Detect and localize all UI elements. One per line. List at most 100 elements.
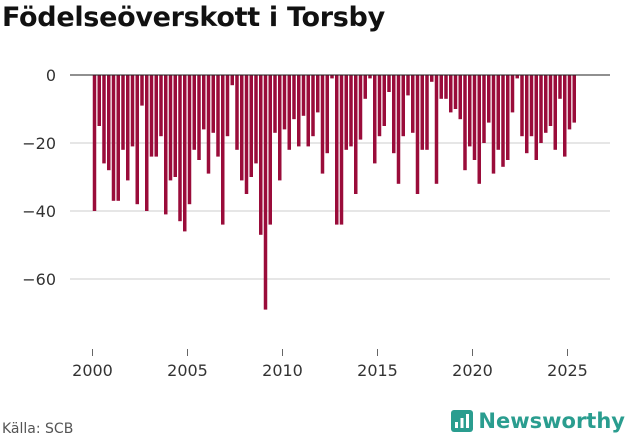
bar bbox=[297, 75, 301, 147]
bar bbox=[344, 75, 348, 150]
bar bbox=[567, 75, 572, 130]
bar bbox=[434, 75, 439, 184]
bar bbox=[558, 75, 562, 99]
bar bbox=[515, 75, 519, 79]
bar bbox=[458, 75, 462, 120]
bar bbox=[396, 75, 401, 184]
bar bbox=[339, 75, 344, 225]
bar bbox=[306, 75, 310, 147]
bar bbox=[221, 75, 225, 225]
bar bbox=[354, 75, 358, 194]
bar bbox=[325, 75, 329, 154]
y-tick-label: −40 bbox=[22, 202, 56, 221]
bar bbox=[159, 75, 163, 137]
bar bbox=[491, 75, 496, 174]
bar bbox=[506, 75, 510, 160]
bar bbox=[126, 75, 130, 181]
bar bbox=[349, 75, 353, 147]
bar bbox=[225, 75, 230, 137]
bar bbox=[187, 75, 192, 205]
bar bbox=[178, 75, 182, 222]
bar bbox=[173, 75, 177, 177]
bar bbox=[278, 75, 282, 181]
bar bbox=[154, 75, 158, 157]
bar bbox=[282, 75, 287, 130]
bar bbox=[192, 75, 196, 150]
bar bbox=[263, 75, 268, 310]
bar bbox=[164, 75, 168, 215]
bar bbox=[444, 75, 448, 99]
newsworthy-brand: Newsworthy bbox=[451, 409, 625, 433]
bar bbox=[335, 75, 339, 225]
brand-name: Newsworthy bbox=[478, 409, 625, 433]
bar bbox=[116, 75, 120, 201]
x-tick-label: 2015 bbox=[357, 361, 398, 380]
bar bbox=[453, 75, 458, 109]
bar bbox=[107, 75, 111, 171]
bar bbox=[430, 75, 434, 82]
bar bbox=[273, 75, 277, 133]
bar bbox=[92, 75, 97, 211]
bar bbox=[477, 75, 481, 184]
bar bbox=[548, 75, 553, 126]
bar bbox=[534, 75, 538, 160]
bar bbox=[320, 75, 325, 174]
bar bbox=[387, 75, 391, 92]
bar bbox=[216, 75, 220, 157]
x-tick-label: 2000 bbox=[72, 361, 113, 380]
bar bbox=[411, 75, 415, 133]
bar bbox=[425, 75, 429, 150]
chart-title: Födelseöverskott i Torsby bbox=[2, 2, 385, 33]
bar bbox=[382, 75, 386, 126]
bar bbox=[301, 75, 306, 116]
y-tick-label: −20 bbox=[22, 134, 56, 153]
bar bbox=[373, 75, 377, 164]
bars bbox=[92, 75, 576, 310]
bar bbox=[363, 75, 367, 99]
bar bbox=[463, 75, 467, 171]
bar bbox=[102, 75, 106, 164]
bar bbox=[292, 75, 296, 120]
bar bbox=[316, 75, 320, 113]
source-note: Källa: SCB bbox=[2, 421, 74, 437]
bar bbox=[121, 75, 125, 150]
bar bbox=[268, 75, 272, 225]
bar bbox=[529, 75, 534, 137]
bar bbox=[553, 75, 557, 150]
bar bbox=[482, 75, 486, 143]
bar bbox=[149, 75, 154, 157]
bar bbox=[287, 75, 291, 150]
bar bbox=[358, 75, 363, 140]
x-tick-label: 2020 bbox=[452, 361, 493, 380]
newsworthy-logo-icon bbox=[451, 410, 474, 432]
x-tick-label: 2005 bbox=[167, 361, 208, 380]
bar bbox=[468, 75, 472, 147]
bar bbox=[501, 75, 505, 167]
bar bbox=[496, 75, 500, 150]
y-tick-label: −60 bbox=[22, 270, 56, 289]
bar bbox=[240, 75, 244, 181]
bar bbox=[401, 75, 405, 137]
bar bbox=[183, 75, 187, 232]
bar bbox=[392, 75, 396, 154]
bar bbox=[539, 75, 543, 143]
bar bbox=[377, 75, 382, 137]
x-tick-label: 2025 bbox=[547, 361, 588, 380]
bar bbox=[197, 75, 201, 160]
bar bbox=[520, 75, 524, 137]
bar bbox=[145, 75, 149, 211]
axes: 0 −20 −40 −60 2000 2005 2010 2015 2020 2025 bbox=[22, 66, 610, 380]
bar bbox=[368, 75, 372, 79]
y-tick-label: 0 bbox=[46, 66, 56, 85]
bar bbox=[487, 75, 491, 123]
bar bbox=[130, 75, 135, 147]
bar bbox=[330, 75, 334, 79]
bar bbox=[415, 75, 420, 194]
bar bbox=[249, 75, 253, 177]
bar bbox=[111, 75, 116, 201]
bar bbox=[420, 75, 424, 150]
bar bbox=[140, 75, 144, 106]
bar bbox=[206, 75, 211, 174]
bar bbox=[259, 75, 263, 235]
bar bbox=[439, 75, 443, 99]
